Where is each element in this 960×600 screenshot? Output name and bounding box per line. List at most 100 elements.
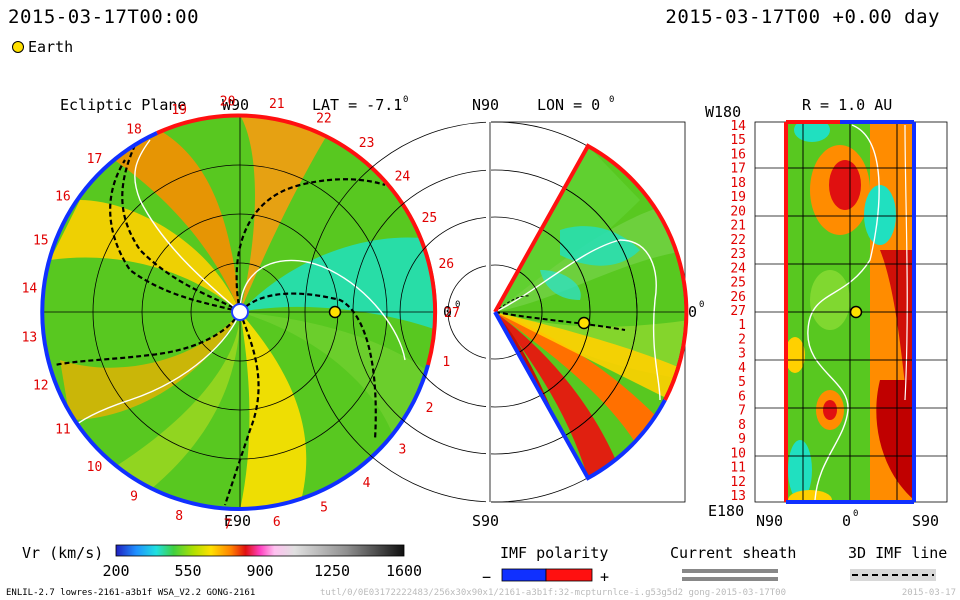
row-label-4: 4 [738,361,746,376]
rotation-label-7: 7 [224,518,232,533]
ecliptic-right-label: 0 [443,303,452,321]
row-label-2: 2 [738,333,746,348]
earth-legend: Earth [12,38,73,56]
imf-positive-swatch [545,568,593,582]
rotation-label-18: 18 [126,122,142,137]
rotation-label-23: 23 [359,136,375,151]
imf-minus-label: − [482,568,491,586]
row-label-16: 16 [730,148,746,163]
row-label-7: 7 [738,404,746,419]
radial-bottom-left-label: E180 [708,502,744,520]
rotation-label-2: 2 [426,401,434,416]
meridional-lon-degree: 0 [609,95,614,105]
row-label-5: 5 [738,375,746,390]
imf-negative-swatch [501,568,547,582]
row-label-11: 11 [730,461,746,476]
radial-x-right: S90 [912,512,939,530]
imf-polarity-legend: IMF polarity − + [482,544,609,586]
radial-field [786,122,914,502]
meridional-earth-marker [577,316,591,330]
current-sheath-swatch-top [682,569,778,573]
rotation-label-15: 15 [33,234,49,249]
colorbar-gradient [115,544,405,557]
rotation-label-6: 6 [273,515,281,530]
current-sheath-legend: Current sheath [670,544,796,581]
row-label-12: 12 [730,475,746,490]
row-label-21: 21 [730,219,746,234]
rotation-label-26: 26 [438,257,454,272]
current-sheath-swatch-bottom [682,577,778,581]
row-label-1: 1 [738,318,746,333]
row-label-25: 25 [730,276,746,291]
row-label-14: 14 [730,119,746,134]
colorbar-tick-550: 550 [174,562,201,580]
rotation-label-3: 3 [398,442,406,457]
time-header-right: 2015-03-17T00 +0.00 day [665,6,940,28]
current-sheath-label: Current sheath [670,544,796,562]
ecliptic-title: Ecliptic Plane [60,96,186,114]
rotation-label-4: 4 [363,476,371,491]
meridional-bottom-label: S90 [472,512,499,530]
colorbar-ticks: 200 550 900 1250 1600 [102,562,422,580]
meridional-right-degree: 0 [699,300,704,310]
colorbar-tick-900: 900 [246,562,273,580]
row-label-15: 15 [730,133,746,148]
row-label-3: 3 [738,347,746,362]
row-label-8: 8 [738,418,746,433]
imf-line-legend: 3D IMF line [848,544,947,581]
radial-top-left-label: W180 [705,103,741,121]
model-info: ENLIL-2.7 lowres-2161-a3b1f WSA_V2.2 GON… [6,588,256,598]
radial-title: R = 1.0 AU [802,96,892,114]
ecliptic-lat-degree: 0 [403,95,408,105]
meridional-top-label: N90 [472,96,499,114]
rotation-label-9: 9 [130,490,138,505]
rotation-label-11: 11 [55,423,71,438]
meridional-right-label: 0 [688,303,697,321]
ecliptic-panel: Ecliptic Plane W90 E90 0 0 LAT = -7.1 0 … [22,94,461,532]
colorbar-tick-1250: 1250 [314,562,350,580]
rotation-label-12: 12 [33,379,49,394]
row-label-22: 22 [730,233,746,248]
run-date: 2015-03-17 [901,588,956,598]
row-label-13: 13 [730,489,746,504]
ecliptic-field [43,115,437,509]
rotation-label-19: 19 [171,103,187,118]
row-label-19: 19 [730,190,746,205]
earth-icon [12,41,24,53]
rotation-label-22: 22 [316,111,332,126]
earth-legend-label: Earth [28,38,74,56]
ecliptic-earth-marker [328,305,342,319]
rotation-label-10: 10 [87,460,103,475]
row-label-23: 23 [730,247,746,262]
ecliptic-right-degree: 0 [455,300,460,310]
meridional-lon-label: LON = 0 [537,96,600,114]
row-label-17: 17 [730,162,746,177]
radial-x-left: N90 [756,512,783,530]
rotation-label-25: 25 [422,211,438,226]
colorbar-tick-200: 200 [102,562,129,580]
row-label-18: 18 [730,176,746,191]
row-label-6: 6 [738,389,746,404]
radial-row-labels: 1415161718192021222324252627123456789101… [730,119,746,504]
ecliptic-bottom-label: E90 [224,512,251,530]
imf-plus-label: + [600,568,609,586]
rotation-label-13: 13 [22,331,38,346]
radial-earth-marker [849,305,863,319]
radial-x-mid-degree: 0 [853,509,858,519]
radial-panel: R = 1.0 AU W180 E180 N90 0 0 S90 1415161… [705,96,948,530]
row-label-24: 24 [730,261,746,276]
row-label-26: 26 [730,290,746,305]
row-label-20: 20 [730,204,746,219]
run-info: tutl/0/0E03172222483/256x30x90x1/2161-a3… [320,588,786,598]
radial-x-mid: 0 [842,512,851,530]
row-label-10: 10 [730,446,746,461]
rotation-label-14: 14 [22,281,38,296]
row-label-9: 9 [738,432,746,447]
ecliptic-top-label: W90 [222,96,249,114]
colorbar-label: Vr (km/s) [22,544,103,562]
ecliptic-lat-label: LAT = -7.1 [312,96,402,114]
row-label-27: 27 [730,304,746,319]
colorbar: Vr (km/s) 200 550 900 1250 1600 [22,544,422,580]
